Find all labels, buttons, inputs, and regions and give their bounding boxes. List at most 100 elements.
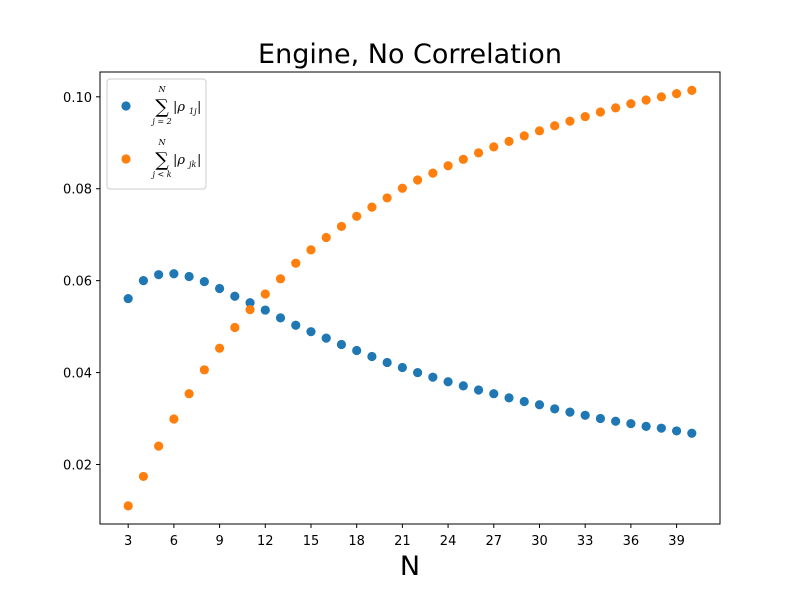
x-tick-label: 39	[668, 534, 685, 549]
data-point	[428, 168, 438, 178]
legend-term: |ρ	[173, 153, 185, 168]
data-point	[260, 305, 270, 315]
data-point	[245, 305, 255, 315]
x-tick-label: 33	[577, 534, 594, 549]
data-point	[138, 276, 149, 286]
data-point	[534, 126, 545, 136]
data-point	[595, 107, 606, 117]
data-point	[443, 377, 453, 387]
data-point	[321, 232, 331, 243]
data-point	[413, 175, 423, 185]
data-point	[169, 269, 179, 279]
legend-upper-limit: N	[158, 138, 167, 147]
data-point	[352, 345, 362, 356]
data-points	[123, 85, 697, 511]
x-tick-label: 27	[486, 534, 503, 549]
data-point	[687, 428, 697, 438]
y-tick-label: 0.02	[63, 458, 92, 473]
data-point	[214, 283, 225, 294]
data-point	[443, 161, 453, 171]
data-point	[367, 351, 377, 362]
data-point	[352, 211, 362, 221]
legend-upper-limit: N	[158, 85, 167, 94]
data-point	[504, 136, 514, 146]
x-tick-label: 21	[394, 534, 411, 549]
data-point	[641, 95, 651, 105]
data-point	[306, 245, 316, 255]
data-point	[656, 92, 666, 102]
data-point	[169, 414, 179, 424]
legend-item-2: ∑ Nj < k|ρ jk |	[121, 138, 201, 179]
data-point	[321, 333, 331, 343]
data-point	[458, 381, 468, 391]
legend-sum-symbol: ∑	[155, 96, 169, 118]
data-point	[473, 385, 484, 395]
data-point	[275, 274, 286, 284]
series-1	[123, 269, 697, 438]
x-tick-label: 36	[623, 534, 640, 549]
data-point	[626, 99, 636, 109]
data-point	[260, 289, 270, 299]
data-point	[336, 339, 347, 350]
legend-item-1: ∑ Nj = 2|ρ 1j |	[121, 85, 201, 126]
data-point	[519, 396, 529, 407]
data-point	[519, 131, 529, 141]
data-point	[397, 183, 407, 193]
data-point	[671, 89, 682, 99]
data-point	[154, 441, 164, 451]
legend-term-close: |	[197, 100, 201, 115]
data-point	[199, 276, 209, 287]
data-point	[550, 121, 560, 131]
data-point	[245, 298, 255, 308]
legend-sum-symbol: ∑	[155, 149, 169, 171]
data-point	[580, 111, 590, 122]
x-tick-label: 18	[348, 534, 365, 549]
data-point	[550, 404, 560, 414]
x-tick-label: 24	[440, 534, 457, 549]
data-point	[656, 423, 666, 433]
data-point	[291, 320, 301, 330]
data-point	[504, 393, 514, 403]
data-point	[214, 343, 225, 353]
data-point	[687, 85, 697, 95]
legend-marker	[121, 154, 131, 164]
data-point	[382, 193, 392, 203]
x-tick-label: 9	[215, 534, 223, 549]
data-point	[458, 154, 468, 164]
legend-lower-limit: j = 2	[150, 117, 171, 126]
x-tick-label: 12	[257, 534, 274, 549]
data-point	[123, 293, 133, 304]
data-point	[580, 410, 590, 420]
series-2	[123, 85, 697, 511]
data-point	[611, 103, 621, 113]
x-tick-label: 15	[303, 534, 320, 549]
y-tick-label: 0.06	[63, 275, 92, 290]
y-tick-label: 0.08	[63, 183, 92, 198]
x-tick-label: 6	[170, 534, 178, 549]
x-tick-label: 30	[531, 534, 548, 549]
data-point	[382, 357, 392, 368]
data-point	[428, 372, 438, 382]
x-tick-label: 3	[124, 534, 132, 549]
data-point	[154, 270, 164, 280]
data-point	[397, 362, 407, 373]
data-point	[123, 501, 133, 511]
data-point	[565, 407, 575, 417]
data-point	[184, 271, 194, 282]
legend-box	[106, 78, 207, 190]
data-point	[275, 313, 286, 323]
y-tick-label: 0.04	[63, 367, 92, 382]
data-point	[306, 327, 316, 337]
legend-subscript: 1j	[189, 107, 197, 116]
data-point	[230, 322, 240, 333]
legend-term: |ρ	[173, 100, 185, 115]
data-point	[489, 142, 499, 152]
data-point	[230, 291, 240, 301]
legend: ∑Nj = 2|ρ 1j |∑Nj < k|ρ jk |	[106, 78, 207, 190]
plot-frame	[99, 71, 721, 525]
data-point	[565, 116, 575, 126]
data-point	[534, 400, 545, 410]
data-point	[291, 258, 301, 268]
data-point	[641, 421, 651, 431]
data-point	[595, 413, 606, 424]
